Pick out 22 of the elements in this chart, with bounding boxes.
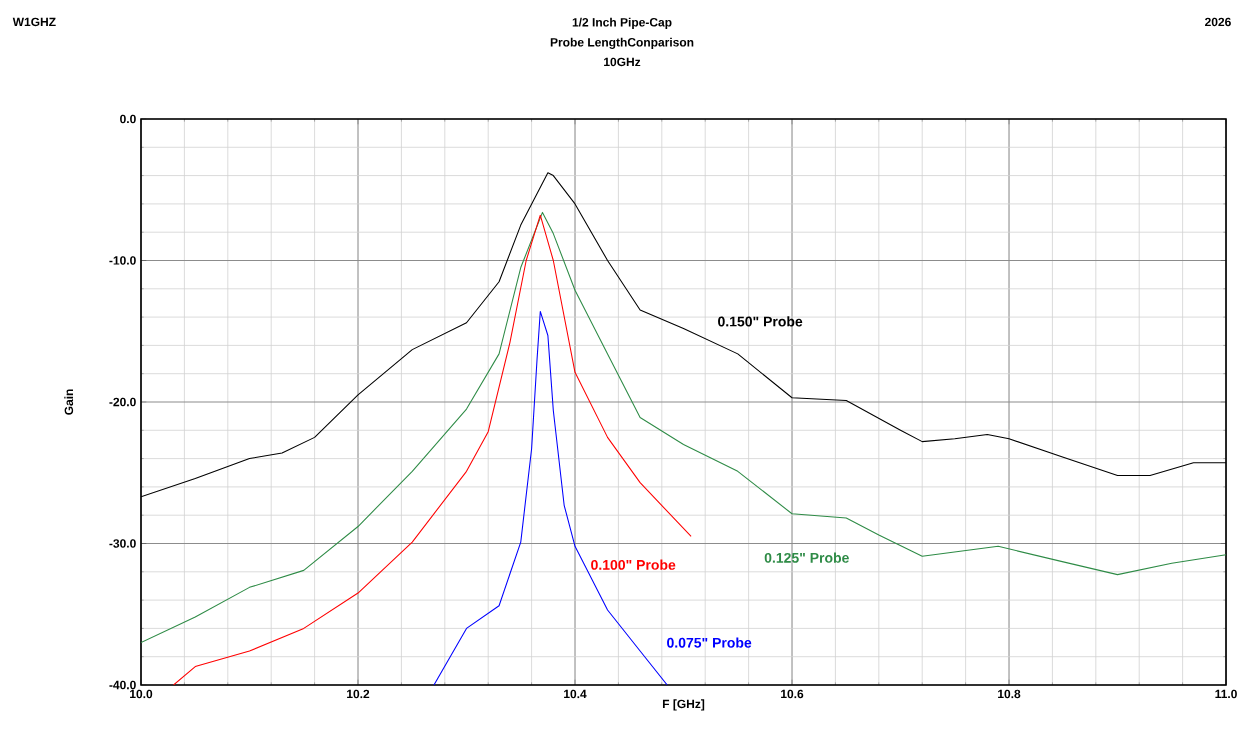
- text: 0.125" Probe: [764, 552, 849, 563]
- x-tick-label: 10.2: [347, 689, 370, 699]
- y-tick-label: -10.0: [109, 256, 136, 265]
- x-tick-label: 10.4: [564, 689, 587, 699]
- series-label: 0.150" Probe: [718, 316, 803, 327]
- x-tick-label: 10.0: [130, 689, 153, 699]
- text: 10GHz: [604, 57, 641, 67]
- series-label: 0.075" Probe: [667, 637, 752, 648]
- y-tick-label: 0.0: [120, 114, 136, 124]
- chart-title: 1/2 Inch Pipe-Cap: [572, 17, 672, 29]
- y-axis-title: Gain: [64, 389, 74, 415]
- x-tick-label: 10.8: [998, 689, 1021, 699]
- y-tick-label: -30.0: [109, 539, 136, 548]
- y-tick-label: -40.0: [109, 680, 136, 690]
- x-axis-title: F [GHz]: [662, 699, 705, 711]
- y-tick-label: -20.0: [109, 397, 136, 407]
- chart-subtitle: Probe LengthConparison: [550, 37, 694, 49]
- x-tick-label: 10.6: [781, 689, 804, 699]
- x-tick-label: 11.0: [1215, 689, 1237, 699]
- text: W1GHZ: [12, 17, 56, 27]
- text: 2026: [1205, 17, 1231, 27]
- text: 0.100" Probe: [591, 559, 676, 570]
